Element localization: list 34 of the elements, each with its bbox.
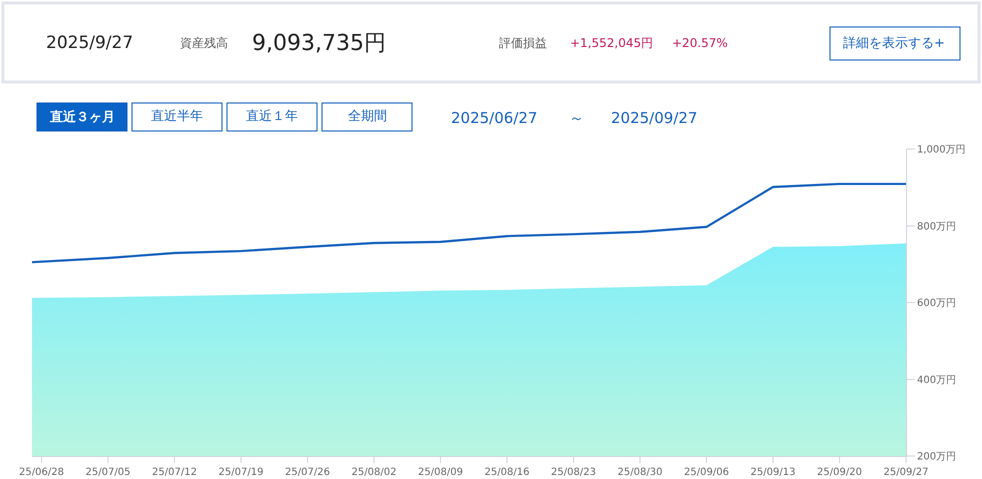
x-tick-label: 25/07/05 (86, 467, 130, 478)
x-tick-label: 25/07/12 (152, 467, 197, 478)
x-tick-label: 25/07/19 (218, 467, 264, 478)
y-tick-label: 400万円 (917, 374, 956, 386)
x-tick-label: 25/07/26 (285, 467, 330, 478)
text: 評価損益 (499, 36, 547, 50)
y-tick-label: 1,000万円 (917, 144, 966, 156)
x-tick-label: 25/09/20 (817, 467, 862, 478)
text: 直近半年 (151, 109, 203, 124)
line-series (32, 182, 906, 264)
x-tick-label: 25/09/13 (750, 467, 796, 478)
x-tick-label: 25/08/23 (551, 467, 596, 478)
x-tick-label: 25/06/28 (19, 467, 64, 478)
text: 9,093,735円 (252, 31, 386, 56)
y-tick-label: 200万円 (917, 452, 956, 462)
text: 2025/9/27 (46, 33, 134, 53)
x-tick-label: 25/08/16 (484, 467, 530, 478)
text: 2025/06/27 (451, 109, 538, 127)
text: 直近１年 (246, 109, 298, 124)
text: +1,552,045円 (570, 36, 654, 50)
x-tick-label: 25/09/27 (884, 467, 928, 478)
x-tick-label: 25/09/06 (684, 467, 729, 478)
text: ～ (569, 109, 584, 127)
x-tick-label: 25/08/02 (352, 467, 396, 478)
x-tick-label: 25/08/30 (618, 467, 662, 478)
x-tick-label: 25/08/09 (418, 467, 463, 478)
text: 詳細を表示する+ (843, 36, 945, 51)
text: +20.57% (672, 36, 728, 50)
text: 直近３ヶ月 (49, 109, 115, 125)
text: 全期間 (348, 109, 387, 124)
text: 資産残高 (180, 36, 228, 50)
y-tick-label: 800万円 (917, 221, 956, 232)
text: 2025/09/27 (611, 109, 698, 127)
y-tick-label: 600万円 (917, 298, 956, 309)
